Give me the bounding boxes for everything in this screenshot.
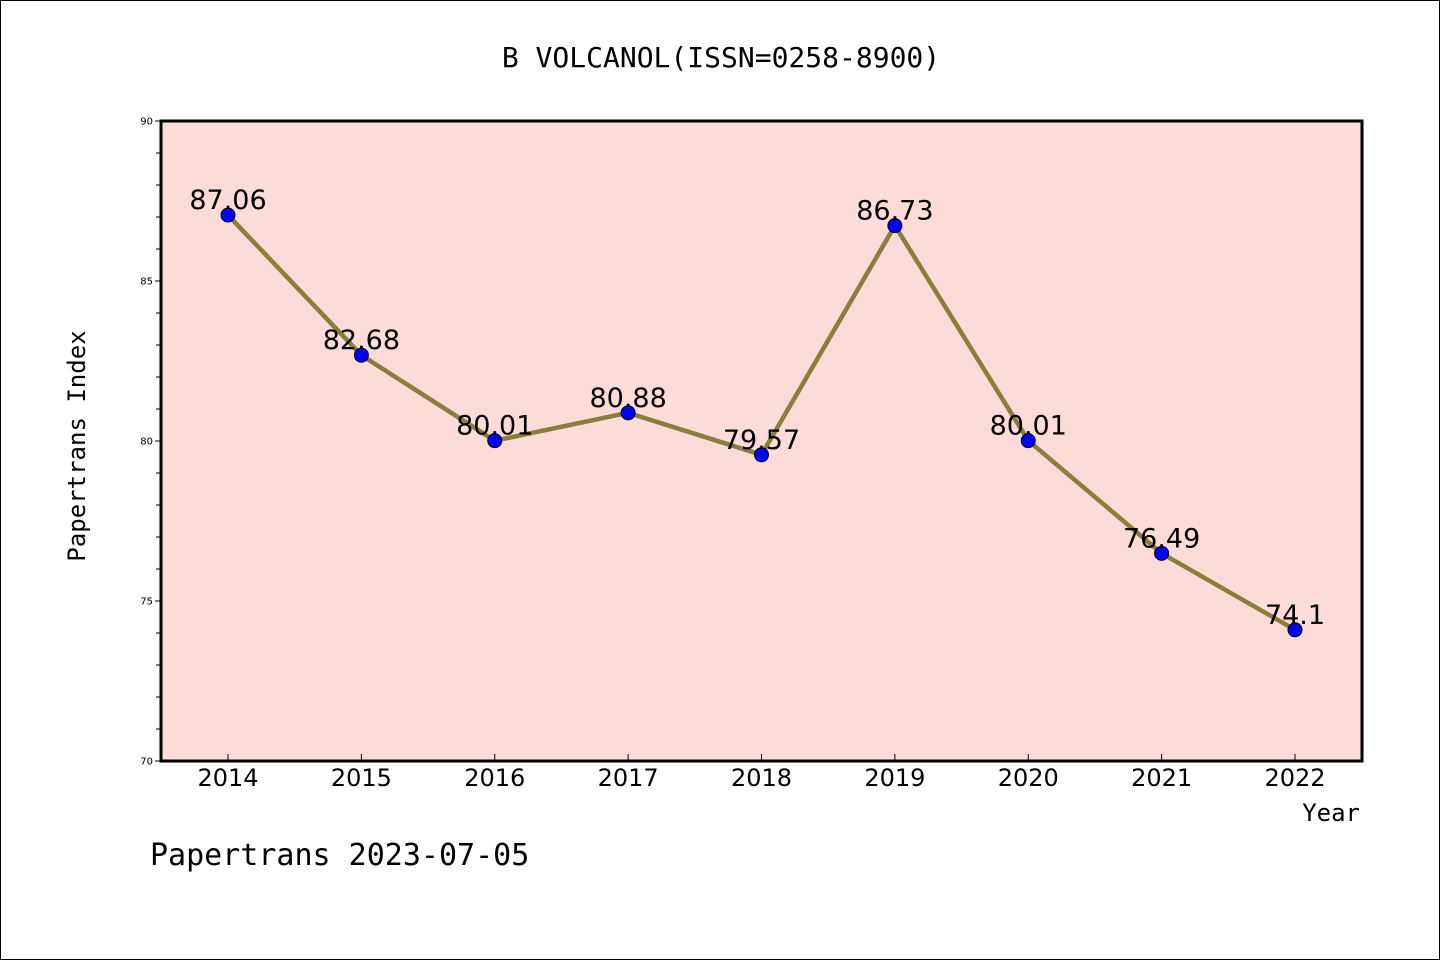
data-point xyxy=(887,218,903,234)
x-tick-label: 2018 xyxy=(731,764,792,792)
data-label: 79.57 xyxy=(723,425,800,456)
chart-title: B VOLCANOL(ISSN=0258-8900) xyxy=(502,41,940,74)
x-tick-label: 2022 xyxy=(1264,764,1325,792)
x-tick-label: 2015 xyxy=(331,764,392,792)
data-label: 87.06 xyxy=(189,185,266,216)
data-point xyxy=(754,447,769,463)
data-point xyxy=(220,207,236,223)
x-tick-label: 2017 xyxy=(598,764,659,792)
y-tick-label: 70 xyxy=(140,757,153,768)
y-tick-label: 80 xyxy=(140,437,153,448)
x-tick-label: 2021 xyxy=(1131,764,1192,792)
x-tick-label: 2020 xyxy=(998,764,1059,792)
data-markers xyxy=(220,207,1303,638)
footer-date: Papertrans 2023-07-05 xyxy=(150,838,529,873)
data-point xyxy=(1154,545,1170,561)
x-tick-label: 2016 xyxy=(464,764,525,792)
x-tick-label: 2014 xyxy=(197,764,258,792)
data-label: 74.1 xyxy=(1265,600,1325,631)
data-labels: 87.06 82.68 80.01 80.88 79.57 86.73 80.01 76.49… xyxy=(189,185,1325,631)
data-point xyxy=(1287,622,1303,638)
data-label: 76.49 xyxy=(1123,523,1200,554)
data-point xyxy=(487,433,503,449)
data-label: 80.88 xyxy=(589,383,666,414)
y-axis-ticks: 70 75 80 85 90 xyxy=(140,117,161,768)
data-point xyxy=(620,405,636,421)
data-label: 86.73 xyxy=(856,196,933,227)
data-label: 80.01 xyxy=(990,411,1067,442)
data-point xyxy=(353,347,369,363)
y-tick-label: 75 xyxy=(140,597,153,608)
plot-area xyxy=(161,121,1362,761)
data-label: 82.68 xyxy=(323,325,400,356)
x-tick-label: 2019 xyxy=(864,764,925,792)
y-axis-title: Papertrans Index xyxy=(63,330,91,561)
y-tick-label: 85 xyxy=(140,277,153,288)
x-axis-ticks: 2014 2015 2016 2017 2018 2019 2020 2021 2022 xyxy=(197,754,1326,792)
data-label: 80.01 xyxy=(456,411,533,442)
plot-border xyxy=(159,119,1364,763)
data-point xyxy=(1020,433,1036,449)
y-tick-label: 90 xyxy=(140,117,153,128)
x-axis-title: Year xyxy=(1302,799,1360,827)
